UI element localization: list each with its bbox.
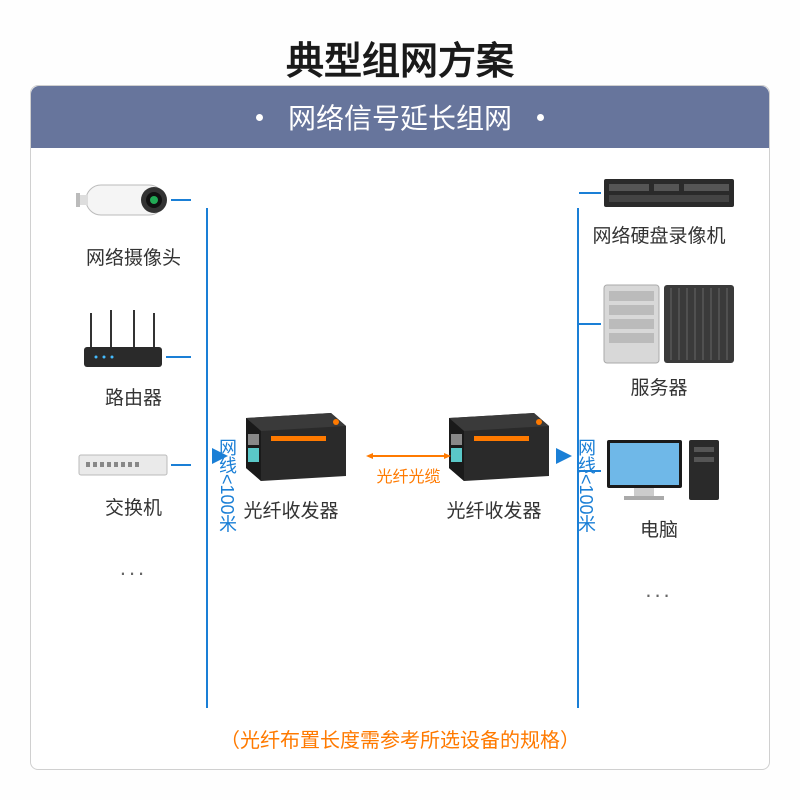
right-device-column: 网络硬盘录像机 服务器: [579, 173, 739, 638]
page-title: 典型组网方案: [0, 0, 800, 85]
arrow-right-icon: [556, 448, 572, 464]
arrow-right-icon: [212, 448, 228, 464]
subtitle-bar: 网络信号延长组网: [31, 86, 769, 148]
dot-icon: [537, 114, 544, 121]
switch-icon: [76, 445, 191, 485]
left-device-column: 网络摄像头 路由器: [61, 173, 206, 616]
device-camera: 网络摄像头: [61, 173, 206, 270]
device-label: 服务器: [630, 373, 687, 400]
converter-a: 光纤收发器: [231, 408, 351, 523]
left-bus-line: [206, 208, 208, 708]
fiber-link: 光纤光缆: [366, 453, 451, 487]
pc-icon: [579, 435, 739, 507]
device-label: 电脑: [640, 515, 678, 542]
nvr-icon: [579, 173, 739, 213]
device-label: 交换机: [105, 493, 162, 520]
diagram-panel: 网络信号延长组网 网络摄像头: [30, 85, 770, 770]
fiber-line-icon: [366, 453, 451, 459]
device-more: ...: [579, 577, 739, 603]
device-nvr: 网络硬盘录像机: [579, 173, 739, 248]
more-label: ...: [120, 555, 147, 581]
converter-icon: [231, 408, 351, 486]
converter-icon: [434, 408, 554, 486]
device-more: ...: [61, 555, 206, 581]
router-icon: [76, 305, 191, 375]
diagram-content: 网络摄像头 路由器: [31, 148, 769, 771]
device-switch: 交换机: [61, 445, 206, 520]
fiber-label: 光纤光缆: [376, 463, 440, 487]
converter-b: 光纤收发器: [434, 408, 554, 523]
more-label: ...: [645, 577, 672, 603]
device-label: 路由器: [105, 383, 162, 410]
device-router: 路由器: [61, 305, 206, 410]
device-label: 网络硬盘录像机: [592, 221, 725, 248]
converter-label: 光纤收发器: [446, 496, 541, 523]
converter-label: 光纤收发器: [243, 496, 338, 523]
subtitle-text: 网络信号延长组网: [288, 97, 512, 137]
device-pc: 电脑: [579, 435, 739, 542]
dot-icon: [256, 114, 263, 121]
right-bus-label: 网线<100米: [573, 438, 599, 533]
server-icon: [579, 283, 739, 365]
footnote: （光纤布置长度需参考所选设备的规格）: [31, 724, 769, 753]
camera-icon: [76, 173, 191, 235]
device-label: 网络摄像头: [86, 243, 181, 270]
device-server: 服务器: [579, 283, 739, 400]
